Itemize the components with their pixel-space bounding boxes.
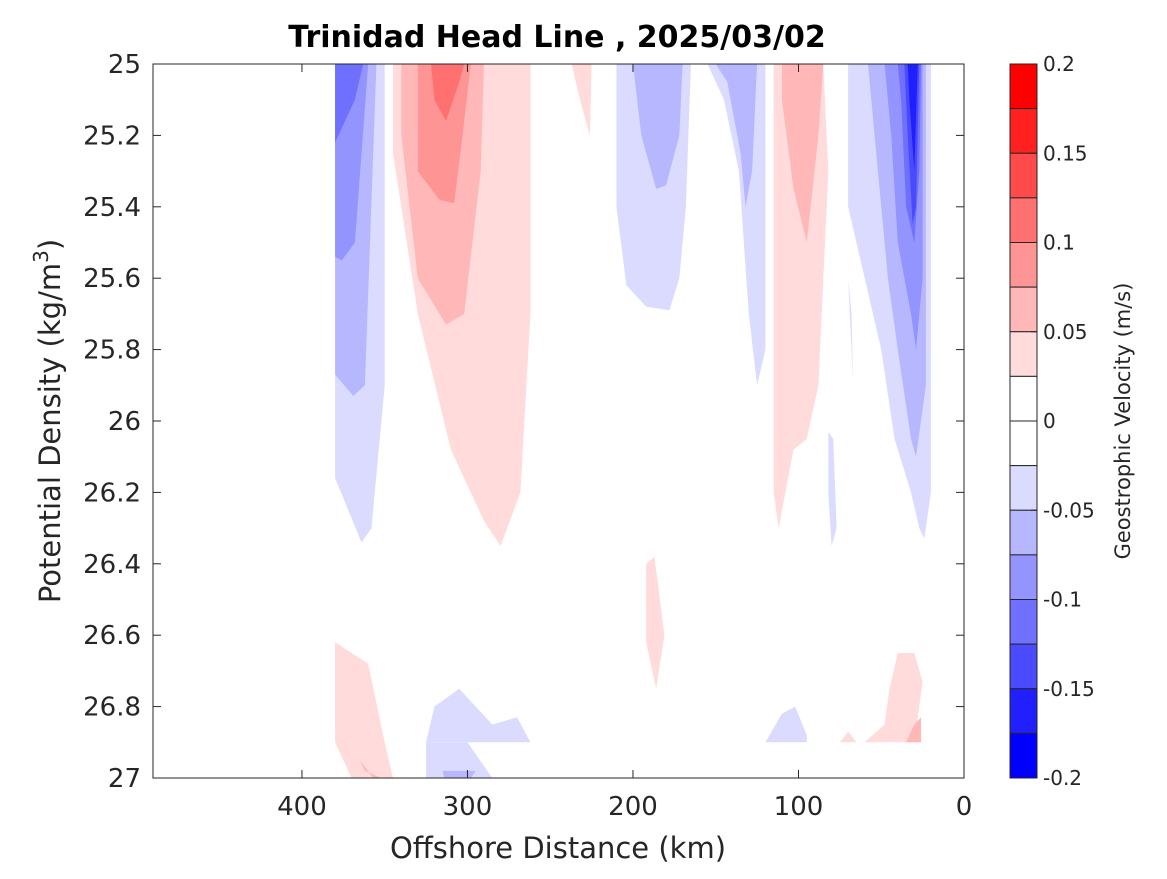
colorbar-level: [1009, 509, 1038, 556]
x-ticks: 400 300 200 100 0: [277, 64, 972, 822]
y-axis-label-superscript: 3: [29, 250, 53, 263]
x-tick-label: 0: [956, 792, 973, 822]
contour-region: [359, 760, 382, 778]
colorbar-level: [1009, 197, 1038, 243]
contour-region: [335, 642, 393, 778]
colorbar-tick-label: 0.05: [1043, 320, 1088, 344]
colorbar-tick-label: 0: [1043, 409, 1056, 433]
colorbar-level: [1009, 554, 1038, 600]
contour-region: [773, 64, 829, 529]
colorbar-tick-label: -0.05: [1043, 498, 1095, 522]
colorbar-levels: [1009, 63, 1038, 779]
colorbar-ticks: 0.2 0.15 0.1 0.05 0 -0.05 -0.1 -0.15 -0.2: [1031, 52, 1095, 790]
plot-background: [153, 64, 964, 778]
y-tick-label: 26.8: [83, 693, 141, 723]
x-axis-label: Offshore Distance (km): [390, 831, 726, 865]
contour-region: [335, 64, 364, 143]
plot-area: 400 300 200 100 0 25 25.2 25.4 25.6 25.8 26 26.2 26…: [83, 50, 972, 822]
y-tick-label: 25.8: [83, 336, 141, 366]
y-ticks: 25 25.2 25.4 25.6 25.8 26 26.2 26.4 26.6 26.8 27: [83, 50, 964, 794]
colorbar: 0.2 0.15 0.1 0.05 0 -0.05 -0.1 -0.15 -0.2 Geostr…: [1009, 52, 1135, 790]
contour-region: [864, 653, 923, 743]
colorbar-level: [1009, 242, 1038, 288]
y-tick-label: 25.4: [83, 193, 141, 223]
contour-region: [633, 64, 683, 189]
colorbar-level: [1009, 108, 1038, 154]
contour-region: [571, 64, 592, 136]
contour-region: [839, 731, 857, 743]
x-tick-label: 100: [774, 792, 824, 822]
contour-region: [715, 64, 758, 207]
y-tick-label: 25.2: [83, 121, 141, 151]
contour-region: [426, 742, 493, 778]
colorbar-level: [1009, 599, 1038, 645]
contour-region: [765, 706, 807, 743]
colorbar-level: [1009, 465, 1038, 511]
y-tick-label: 25: [108, 50, 141, 80]
contour-region: [426, 688, 531, 743]
colorbar-level: [1009, 63, 1038, 110]
colorbar-tick-label: 0.15: [1043, 141, 1088, 165]
colorbar-tick-label: -0.1: [1043, 588, 1082, 612]
y-axis-label: Potential Density (kg/m3): [29, 239, 67, 603]
y-axis-label-close: ): [33, 239, 67, 250]
y-axis-label-main: Potential Density (kg/m: [33, 263, 67, 603]
colorbar-label: Geostrophic Velocity (m/s): [1111, 283, 1135, 560]
y-tick-label: 25.6: [83, 264, 141, 294]
y-tick-label: 26: [108, 407, 141, 437]
contour-region: [646, 556, 665, 689]
colorbar-tick-label: -0.2: [1043, 766, 1082, 790]
colorbar-level: [1009, 375, 1038, 422]
colorbar-tick-label: 0.2: [1043, 52, 1075, 76]
contour-region: [417, 64, 471, 204]
y-tick-label: 27: [108, 764, 141, 794]
colorbar-tick-label: -0.15: [1043, 677, 1095, 701]
y-tick-label: 26.6: [83, 621, 141, 651]
colorbar-level: [1009, 688, 1038, 734]
contour-region: [442, 770, 476, 778]
contour-regions: [335, 64, 931, 778]
contour-region: [781, 64, 824, 243]
x-tick-label: 400: [277, 792, 327, 822]
colorbar-level: [1009, 286, 1038, 333]
colorbar-level: [1009, 152, 1038, 199]
colorbar-level: [1009, 732, 1038, 779]
colorbar-tick-label: 0.1: [1043, 231, 1075, 255]
y-tick-label: 26.4: [83, 550, 141, 580]
chart-title: Trinidad Head Line , 2025/03/02: [288, 20, 825, 55]
contour-region: [906, 717, 921, 743]
contour-region: [907, 64, 918, 172]
contour-region: [828, 431, 837, 546]
colorbar-level: [1009, 643, 1038, 690]
x-tick-label: 300: [443, 792, 493, 822]
contour-region: [431, 64, 465, 122]
x-tick-label: 200: [608, 792, 658, 822]
colorbar-level: [1009, 331, 1038, 377]
colorbar-level: [1009, 420, 1038, 467]
y-tick-label: 26.2: [83, 478, 141, 508]
